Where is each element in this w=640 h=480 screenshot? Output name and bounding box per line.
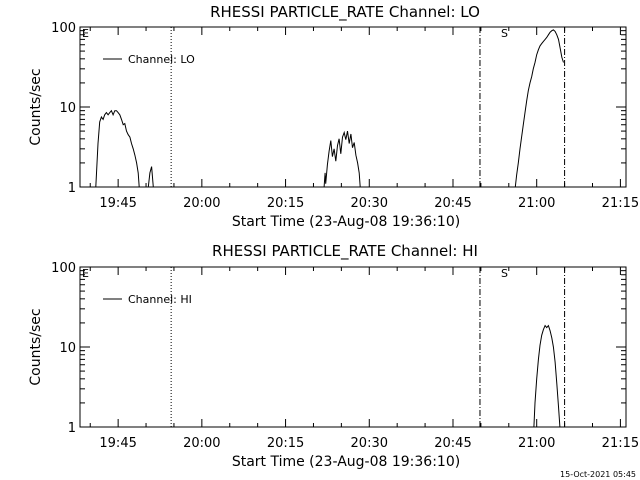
series-line [95,109,140,188]
series-line [147,166,154,188]
legend-label: Channel: LO [128,53,195,66]
x-tick-label: 21:00 [518,196,555,211]
legend-label: Channel: HI [128,293,192,306]
series-line [533,324,561,428]
e-marker-label: E [82,267,89,280]
x-axis-label: Start Time (23-Aug-08 19:36:10) [232,454,460,470]
y-tick-label: 1 [68,421,76,436]
y-axis-label: Counts/sec [28,308,44,385]
x-tick-label: 20:00 [183,196,220,211]
s-marker-label: S [501,267,508,280]
plot-frame [79,26,627,188]
y-axis-label: Counts/sec [28,68,44,145]
chart-title: RHESSI PARTICLE_RATE Channel: LO [210,3,480,22]
x-tick-label: 20:30 [351,196,388,211]
y-tick-label: 100 [51,261,76,276]
x-tick-label: 21:00 [518,436,555,451]
x-tick-label: 20:15 [267,436,304,451]
series-line [323,130,361,188]
footer-timestamp: 15-Oct-2021 05:45 [560,470,636,479]
x-tick-label: 19:45 [99,436,136,451]
x-tick-label: 20:00 [183,436,220,451]
chart-title: RHESSI PARTICLE_RATE Channel: HI [212,242,478,261]
s-marker-label: S [501,27,508,40]
x-tick-label: 21:15 [602,436,639,451]
e-marker-label: E [82,27,89,40]
y-tick-label: 10 [59,101,76,116]
chart-panel-hi: RHESSI PARTICLE_RATE Channel: HI Counts/… [28,242,639,470]
x-tick-label: 19:45 [99,196,136,211]
x-axis-label: Start Time (23-Aug-08 19:36:10) [232,214,460,230]
y-tick-label: 1 [68,181,76,196]
x-tick-label: 20:45 [434,436,471,451]
x-tick-label: 20:15 [267,196,304,211]
x-tick-label: 20:30 [351,436,388,451]
y-tick-label: 10 [59,341,76,356]
y-tick-label: 100 [51,21,76,36]
chart-panel-lo: RHESSI PARTICLE_RATE Channel: LO Counts/… [28,3,639,230]
series-line [514,29,564,188]
x-tick-label: 21:15 [602,196,639,211]
plot-frame [79,266,627,428]
x-tick-label: 20:45 [434,196,471,211]
